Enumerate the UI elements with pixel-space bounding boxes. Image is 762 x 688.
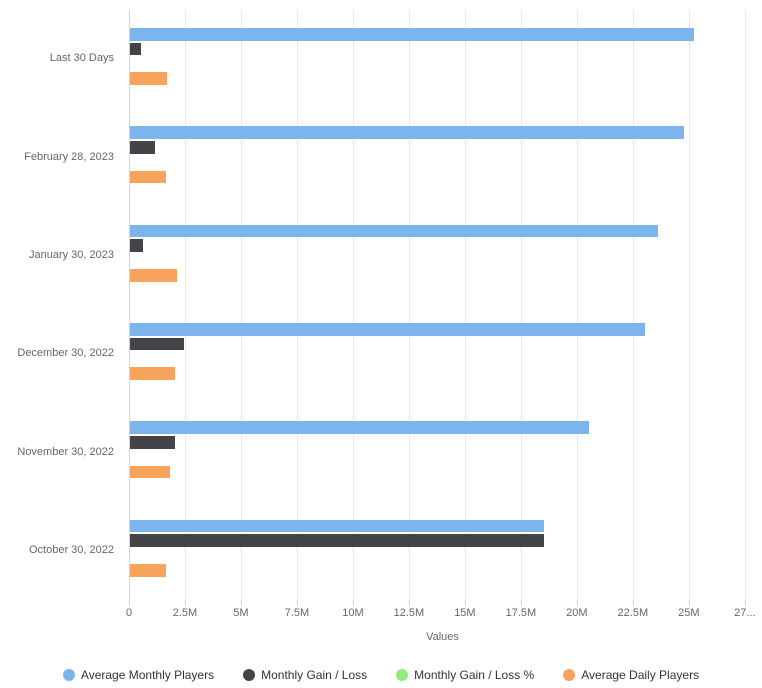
bar-average-daily-players[interactable] (130, 170, 166, 184)
category-label: December 30, 2022 (17, 347, 114, 360)
x-tick-label: 15M (454, 607, 476, 619)
bar-average-monthly-players[interactable] (130, 519, 545, 533)
x-tick-label: 10M (342, 607, 364, 619)
x-tick-label: 2.5M (172, 607, 198, 619)
legend-item-monthly-gain-loss[interactable]: Monthly Gain / Loss % (396, 668, 534, 682)
legend-marker-icon (396, 669, 409, 681)
legend-item-label: Monthly Gain / Loss % (414, 668, 535, 682)
bar-monthly-gain-loss[interactable] (130, 534, 545, 547)
axis-tick (352, 600, 354, 606)
category-label: January 30, 2023 (28, 248, 114, 261)
axis-tick (688, 600, 690, 606)
legend-marker-icon (243, 669, 256, 681)
bar-average-monthly-players[interactable] (130, 323, 646, 336)
legend-marker-icon (62, 669, 75, 681)
x-tick-label: 0 (125, 607, 133, 619)
bar-monthly-gain-loss[interactable] (130, 141, 155, 154)
bar-monthly-gain-loss[interactable] (130, 42, 142, 56)
category-label: October 30, 2022 (28, 543, 114, 556)
legend-item-label: Average Daily Players (581, 668, 700, 682)
bar-average-monthly-players[interactable] (130, 421, 590, 434)
x-tick-label: 25M (678, 607, 700, 619)
legend-marker-icon (563, 669, 576, 681)
gridline (576, 10, 578, 600)
axis-tick (744, 600, 746, 606)
gridline (744, 10, 746, 600)
gridline (184, 10, 186, 600)
x-tick-label: 22.5M (617, 607, 649, 619)
axis-tick (632, 600, 634, 606)
category-label: February 28, 2023 (24, 150, 114, 163)
bar-average-daily-players[interactable] (130, 564, 166, 577)
x-tick-label: 5M (233, 607, 249, 619)
gridline (408, 10, 410, 600)
gridline (296, 10, 298, 600)
category-label: November 30, 2022 (17, 445, 114, 458)
x-tick-label: 20M (566, 607, 588, 619)
axis-tick (520, 600, 522, 606)
gridline (688, 10, 690, 600)
gridline (464, 10, 466, 600)
bar-monthly-gain-loss[interactable] (130, 337, 184, 351)
gridline (632, 10, 634, 600)
legend-item-average-monthly-players[interactable]: Average Monthly Players (62, 668, 215, 682)
bar-monthly-gain-loss[interactable] (130, 436, 175, 449)
x-tick-label: 7.5M (284, 607, 310, 619)
gridline (352, 10, 354, 600)
gridline (520, 10, 522, 600)
axis-tick (576, 600, 578, 606)
axis-tick (184, 600, 186, 606)
legend-item-average-daily-players[interactable]: Average Daily Players (563, 668, 699, 682)
bar-average-daily-players[interactable] (130, 72, 167, 85)
axis-tick (240, 600, 242, 606)
bar-average-monthly-players[interactable] (130, 224, 659, 238)
legend-item-monthly-gain-loss[interactable]: Monthly Gain / Loss (243, 668, 367, 682)
legend-item-label: Monthly Gain / Loss (261, 668, 368, 682)
bar-average-monthly-players[interactable] (130, 126, 685, 139)
axis-tick (296, 600, 298, 606)
x-tick-label: 17.5M (505, 607, 537, 619)
axis-tick (464, 600, 466, 606)
axis-tick (129, 600, 130, 606)
axis-tick (408, 600, 410, 606)
legend: Average Monthly Players Monthly Gain / Lo… (0, 663, 762, 687)
x-tick-label: 12.5M (393, 607, 425, 619)
x-tick-label: 27... (734, 607, 756, 619)
category-label: Last 30 Days (49, 52, 114, 65)
value-axis-title: Values (426, 631, 459, 643)
bar-average-daily-players[interactable] (130, 269, 178, 282)
bar-average-daily-players[interactable] (130, 367, 175, 380)
bar-average-daily-players[interactable] (130, 465, 171, 479)
legend-item-label: Average Monthly Players (80, 668, 215, 682)
category-axis-line (129, 10, 130, 606)
bar-average-monthly-players[interactable] (130, 28, 695, 41)
bar-monthly-gain-loss[interactable] (130, 239, 144, 252)
gridline (240, 10, 242, 600)
